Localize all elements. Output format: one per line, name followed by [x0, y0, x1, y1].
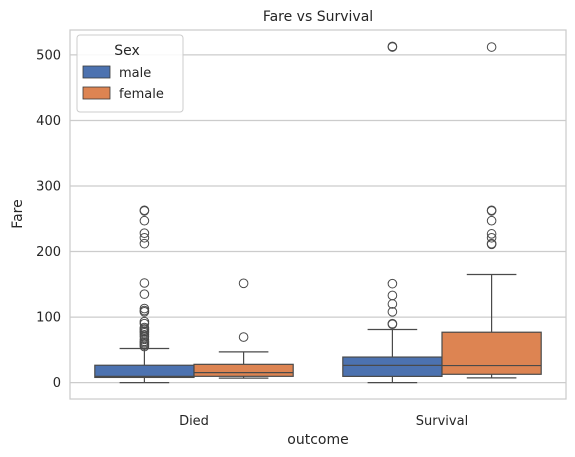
y-tick-label: 500	[36, 48, 61, 63]
legend-title: Sex	[114, 43, 140, 59]
box-body	[194, 364, 293, 376]
legend-label-male: male	[119, 66, 151, 81]
box-body	[95, 365, 194, 377]
box-body	[343, 357, 442, 376]
x-axis-label: outcome	[287, 432, 348, 448]
legend-swatch-male	[83, 66, 110, 78]
legend-swatch-female	[83, 87, 110, 99]
y-tick-label: 0	[53, 376, 61, 391]
box-body	[442, 332, 541, 374]
chart-title: Fare vs Survival	[263, 9, 373, 25]
y-axis-label: Fare	[10, 199, 26, 228]
legend: Sex male female	[77, 35, 183, 112]
x-tick-label: Died	[179, 414, 209, 429]
x-tick-labels: Died Survival	[179, 414, 468, 429]
y-tick-label: 100	[36, 311, 61, 326]
x-tick-label: Survival	[416, 414, 468, 429]
y-tick-label: 200	[36, 245, 61, 260]
legend-label-female: female	[119, 87, 164, 102]
y-tick-label: 400	[36, 114, 61, 129]
y-tick-label: 300	[36, 179, 61, 194]
y-tick-labels: 0 100 200 300 400 500	[36, 48, 61, 391]
